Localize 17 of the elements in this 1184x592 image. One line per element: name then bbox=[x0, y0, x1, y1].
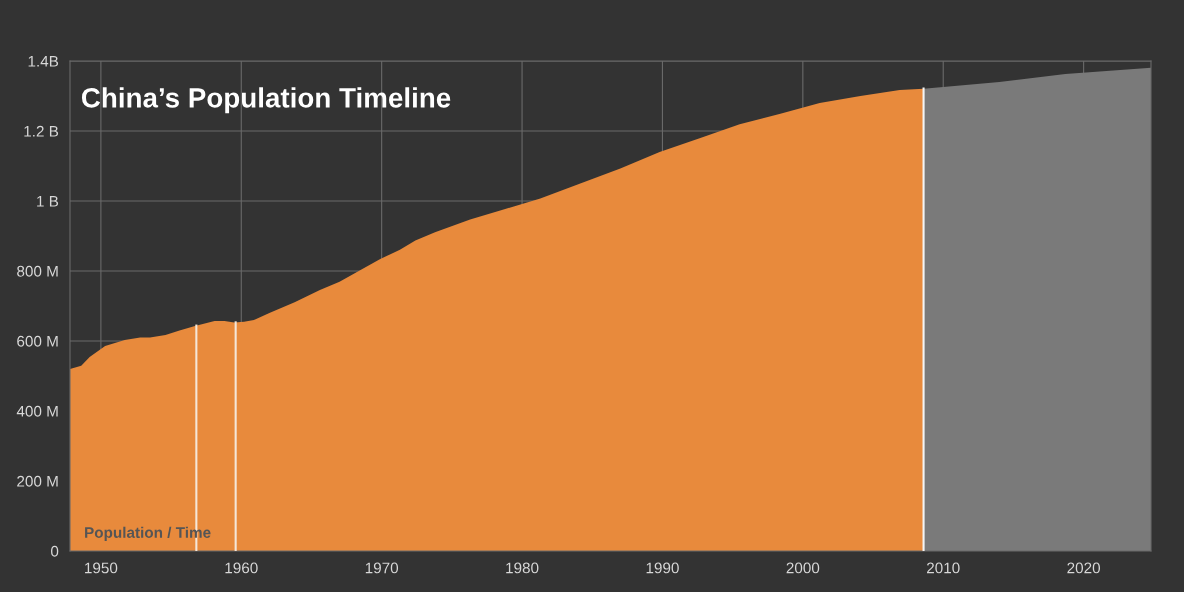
x-tick-label: 1950 bbox=[85, 562, 118, 574]
x-tick-label: 1980 bbox=[506, 562, 539, 574]
y-tick-label: 1 B bbox=[37, 196, 59, 207]
y-tick-label: 0 bbox=[50, 545, 59, 557]
x-tick-label: 1960 bbox=[225, 562, 258, 574]
y-tick-label: 1.4B bbox=[28, 56, 59, 67]
y-tick-label: 400 M bbox=[16, 405, 58, 417]
y-tick-label: 800 M bbox=[17, 265, 58, 277]
x-tick-label: 2000 bbox=[786, 562, 820, 574]
y-tick-label: 200 M bbox=[17, 475, 58, 487]
x-tick-label: 2020 bbox=[1067, 562, 1101, 574]
y-tick-label: 600 M bbox=[17, 335, 58, 347]
x-tick-label: 1970 bbox=[365, 562, 399, 574]
y-tick-label: 1.2 B bbox=[24, 125, 59, 137]
x-tick-label: 1990 bbox=[646, 562, 679, 574]
x-tick-label: 2010 bbox=[927, 562, 960, 574]
text: China’s Population Timeline bbox=[81, 87, 451, 114]
